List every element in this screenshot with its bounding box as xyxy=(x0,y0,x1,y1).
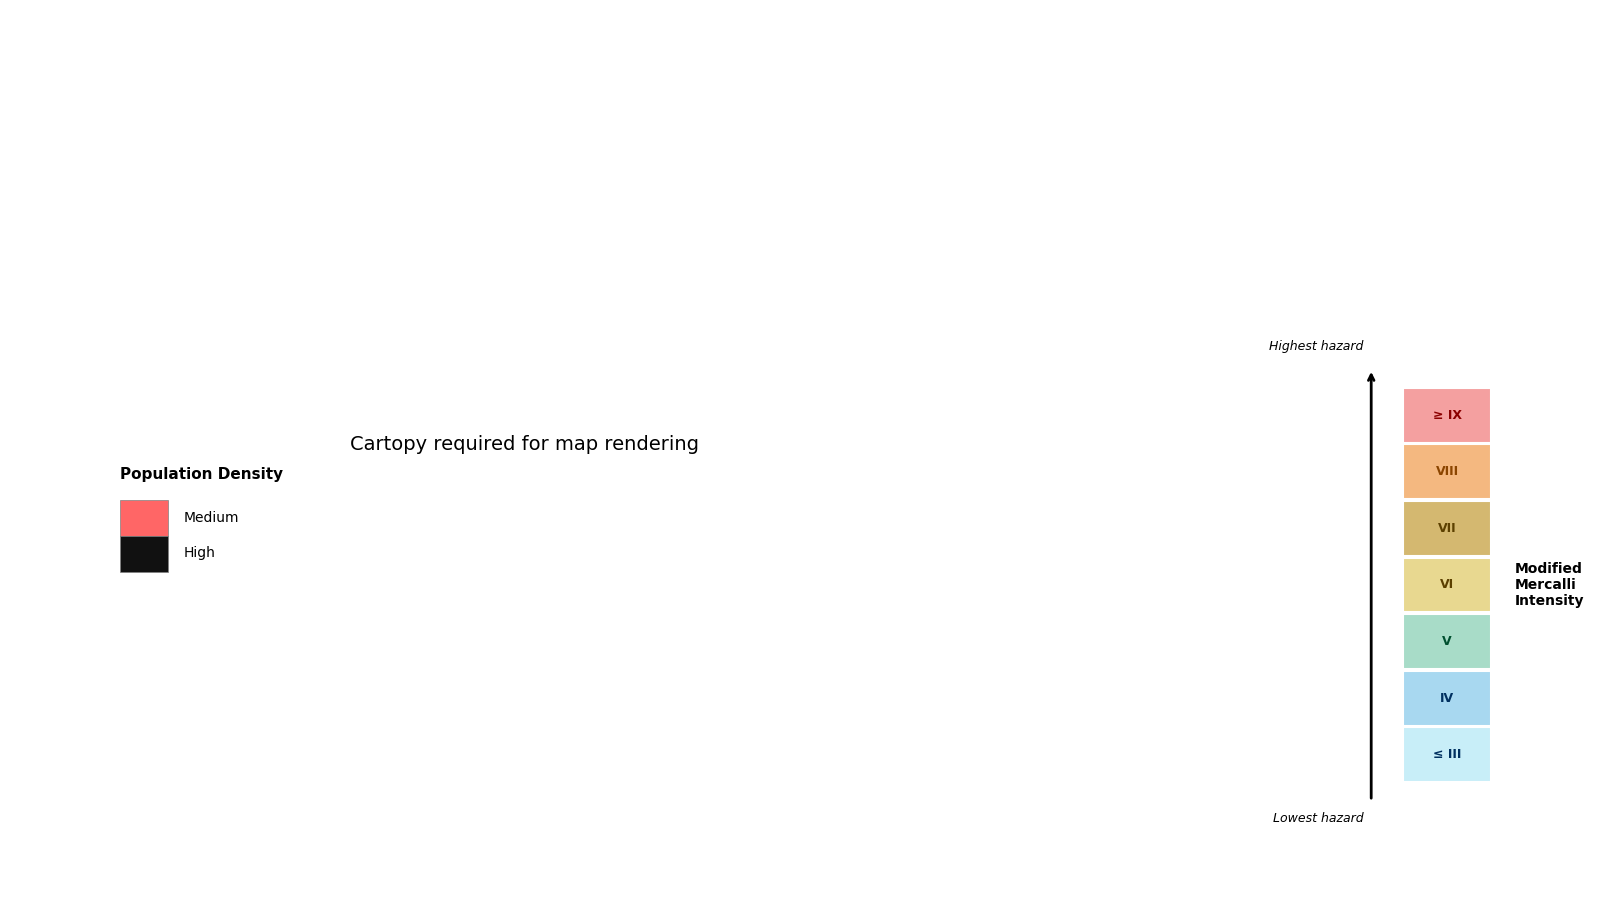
Bar xyxy=(1403,501,1491,556)
Bar xyxy=(1403,670,1491,725)
Bar xyxy=(1403,727,1491,782)
Bar xyxy=(1403,445,1491,500)
Text: Lowest hazard: Lowest hazard xyxy=(1272,813,1363,825)
Text: Cartopy required for map rendering: Cartopy required for map rendering xyxy=(350,435,699,454)
Bar xyxy=(120,500,168,536)
Text: ≥ IX: ≥ IX xyxy=(1432,409,1462,422)
Text: IV: IV xyxy=(1440,691,1454,705)
Bar xyxy=(120,536,168,572)
Text: Highest hazard: Highest hazard xyxy=(1269,340,1363,353)
Bar xyxy=(1403,614,1491,669)
Text: VI: VI xyxy=(1440,579,1454,591)
Bar xyxy=(1403,558,1491,612)
Text: VII: VII xyxy=(1438,522,1456,535)
Text: V: V xyxy=(1442,635,1453,648)
Bar xyxy=(1403,388,1491,443)
Text: Population Density: Population Density xyxy=(120,466,283,482)
Text: VIII: VIII xyxy=(1435,465,1459,479)
Text: Modified
Mercalli
Intensity: Modified Mercalli Intensity xyxy=(1515,562,1584,608)
Text: ≤ III: ≤ III xyxy=(1434,748,1461,761)
Text: High: High xyxy=(184,546,216,561)
Text: Medium: Medium xyxy=(184,510,240,525)
